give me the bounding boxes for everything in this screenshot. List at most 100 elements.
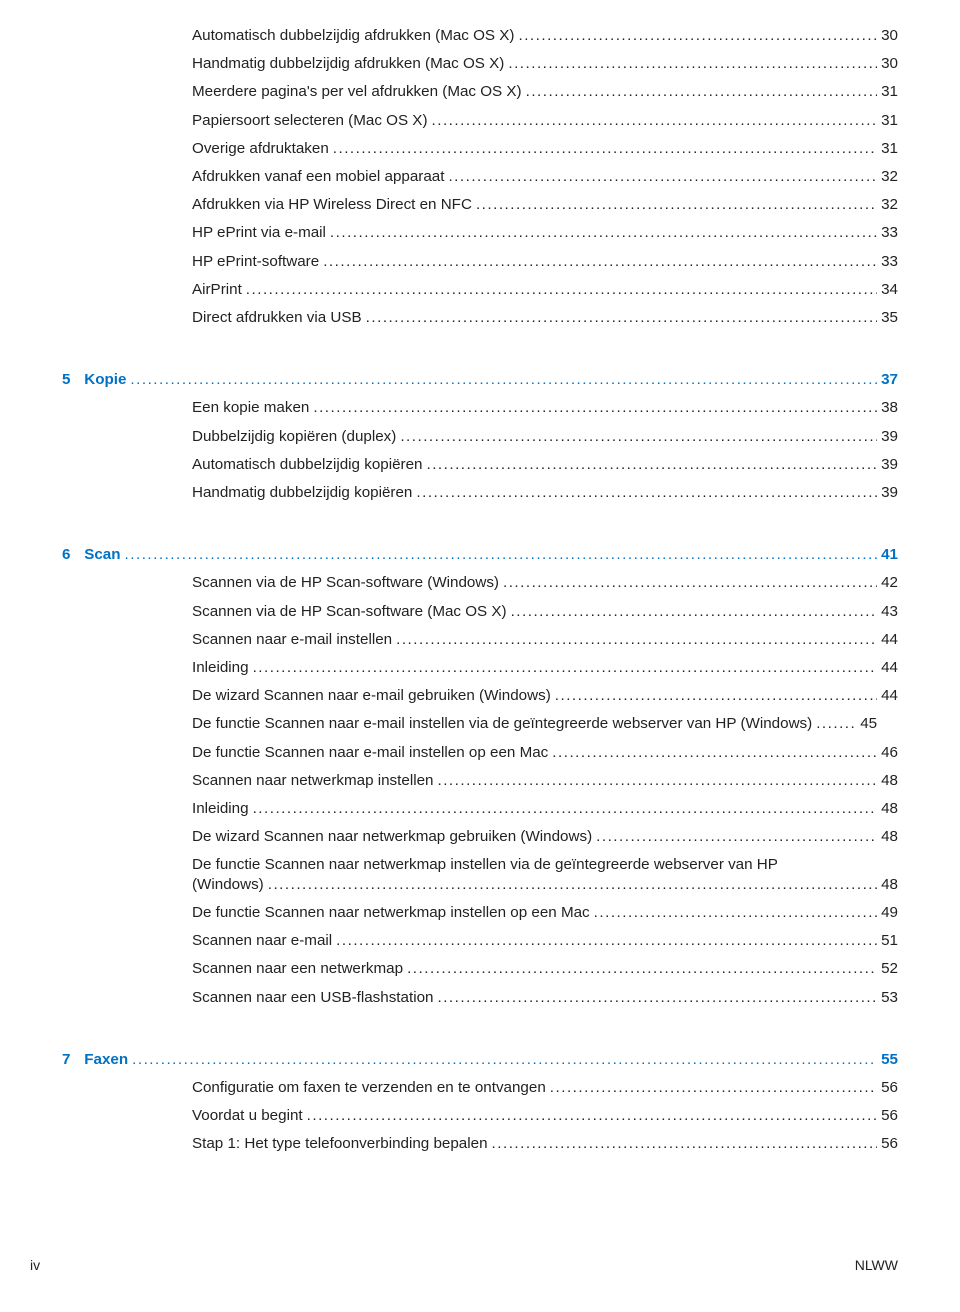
dot-leader xyxy=(432,113,878,128)
toc-entry: De wizard Scannen naar e-mail gebruiken … xyxy=(192,688,898,703)
toc-page-number: 31 xyxy=(881,113,898,128)
toc-page-number: 53 xyxy=(881,990,898,1005)
toc-page-number: 46 xyxy=(881,745,898,760)
chapter-title: 5 Kopie xyxy=(62,372,126,387)
dot-leader xyxy=(550,1080,877,1095)
toc-entry: Scannen naar een USB-flashstation53 xyxy=(192,990,898,1005)
toc-entry: Een kopie maken 38 xyxy=(192,400,898,415)
toc-chapter: 5 Kopie 37 xyxy=(62,372,898,387)
toc-entry: Handmatig dubbelzijdig afdrukken (Mac OS… xyxy=(192,56,898,71)
dot-leader xyxy=(426,457,877,472)
dot-leader xyxy=(268,877,877,892)
toc-entry: Configuratie om faxen te verzenden en te… xyxy=(192,1080,898,1095)
toc-label: De functie Scannen naar e-mail instellen… xyxy=(192,716,812,731)
toc-page-number: 48 xyxy=(881,773,898,788)
toc-entry: De functie Scannen naar netwerkmap inste… xyxy=(192,905,898,920)
chapter-number: 6 xyxy=(62,547,76,562)
toc-entry: Scannen via de HP Scan-software (Mac OS … xyxy=(192,604,898,619)
toc-page-number: 43 xyxy=(881,604,898,619)
dot-leader xyxy=(336,933,877,948)
toc-entry: HP ePrint-software33 xyxy=(192,254,898,269)
toc-entry: De functie Scannen naar e-mail instellen… xyxy=(192,745,898,760)
footer-page-number: iv xyxy=(30,1258,40,1272)
chapter-title: 6 Scan xyxy=(62,547,121,562)
dot-leader xyxy=(323,254,877,269)
toc-page-number: 37 xyxy=(881,372,898,387)
toc-label: Scannen naar e-mail xyxy=(192,933,332,948)
toc-label: De wizard Scannen naar e-mail gebruiken … xyxy=(192,688,551,703)
toc-page-number: 32 xyxy=(881,197,898,212)
dot-leader xyxy=(366,310,877,325)
toc-entry: Overige afdruktaken 31 xyxy=(192,141,898,156)
toc-entry: Papiersoort selecteren (Mac OS X) 31 xyxy=(192,113,898,128)
toc-entry: AirPrint34 xyxy=(192,282,898,297)
toc-page-number: 34 xyxy=(881,282,898,297)
toc-page-number: 30 xyxy=(881,56,898,71)
toc-label: (Windows) xyxy=(192,877,264,892)
dot-leader xyxy=(476,197,877,212)
dot-leader xyxy=(130,372,877,387)
toc-label: Papiersoort selecteren (Mac OS X) xyxy=(192,113,428,128)
toc-page-number: 51 xyxy=(881,933,898,948)
toc-page-number: 38 xyxy=(881,400,898,415)
dot-leader xyxy=(330,225,877,240)
toc-entry: De functie Scannen naar netwerkmap inste… xyxy=(192,857,898,872)
toc-page-number: 42 xyxy=(881,575,898,590)
toc-page-number: 56 xyxy=(881,1108,898,1123)
toc-entry: Dubbelzijdig kopiëren (duplex) 39 xyxy=(192,429,898,444)
toc-label: Afdrukken via HP Wireless Direct en NFC xyxy=(192,197,472,212)
chapter-number: 7 xyxy=(62,1052,76,1067)
dot-leader xyxy=(400,429,877,444)
toc-entry: Stap 1: Het type telefoonverbinding bepa… xyxy=(192,1136,898,1151)
toc-label: Dubbelzijdig kopiëren (duplex) xyxy=(192,429,396,444)
dot-leader xyxy=(407,961,877,976)
toc-entry: De wizard Scannen naar netwerkmap gebrui… xyxy=(192,829,898,844)
toc-label: De functie Scannen naar netwerkmap inste… xyxy=(192,905,590,920)
toc-label: HP ePrint-software xyxy=(192,254,319,269)
toc-label: Scannen naar een netwerkmap xyxy=(192,961,403,976)
toc-label: Configuratie om faxen te verzenden en te… xyxy=(192,1080,546,1095)
toc-page-number: 56 xyxy=(881,1136,898,1151)
chapter-number: 5 xyxy=(62,372,76,387)
toc-label: Inleiding xyxy=(192,801,249,816)
dot-leader xyxy=(526,84,878,99)
toc-page-number: 48 xyxy=(881,801,898,816)
toc-page-number: 48 xyxy=(881,877,898,892)
dot-leader xyxy=(511,604,878,619)
dot-leader xyxy=(508,56,877,71)
section-gap xyxy=(62,513,898,547)
toc-page-number: 39 xyxy=(881,429,898,444)
toc-label: Direct afdrukken via USB xyxy=(192,310,362,325)
toc-entry-continuation: (Windows) 48 xyxy=(192,877,898,892)
dot-leader xyxy=(132,1052,877,1067)
dot-leader xyxy=(518,28,877,43)
toc-label: Een kopie maken xyxy=(192,400,309,415)
dot-leader xyxy=(596,829,877,844)
toc-entry: Handmatig dubbelzijdig kopiëren39 xyxy=(192,485,898,500)
toc-label: Automatisch dubbelzijdig afdrukken (Mac … xyxy=(192,28,514,43)
toc-page-number: 31 xyxy=(881,84,898,99)
dot-leader xyxy=(253,660,878,675)
toc-label: Scannen via de HP Scan-software (Mac OS … xyxy=(192,604,507,619)
toc-page-number: 31 xyxy=(881,141,898,156)
toc-label: Handmatig dubbelzijdig afdrukken (Mac OS… xyxy=(192,56,504,71)
toc-label: De functie Scannen naar e-mail instellen… xyxy=(192,745,548,760)
dot-leader xyxy=(416,485,877,500)
toc-entry: Direct afdrukken via USB35 xyxy=(192,310,898,325)
toc-page-number: 41 xyxy=(881,547,898,562)
dot-leader xyxy=(437,773,877,788)
toc-label: Overige afdruktaken xyxy=(192,141,329,156)
toc-label: Voordat u begint xyxy=(192,1108,303,1123)
toc-page-number: 44 xyxy=(881,660,898,675)
toc-entry: Automatisch dubbelzijdig afdrukken (Mac … xyxy=(192,28,898,43)
section-gap xyxy=(62,338,898,372)
toc-page-number: 32 xyxy=(881,169,898,184)
toc-page-number: 44 xyxy=(881,632,898,647)
dot-leader xyxy=(555,688,877,703)
table-of-contents: Automatisch dubbelzijdig afdrukken (Mac … xyxy=(62,28,898,1152)
dot-leader xyxy=(437,990,877,1005)
toc-page-number: 55 xyxy=(881,1052,898,1067)
toc-label: Stap 1: Het type telefoonverbinding bepa… xyxy=(192,1136,488,1151)
footer-locale: NLWW xyxy=(855,1258,898,1272)
toc-entry: Scannen naar e-mail instellen44 xyxy=(192,632,898,647)
